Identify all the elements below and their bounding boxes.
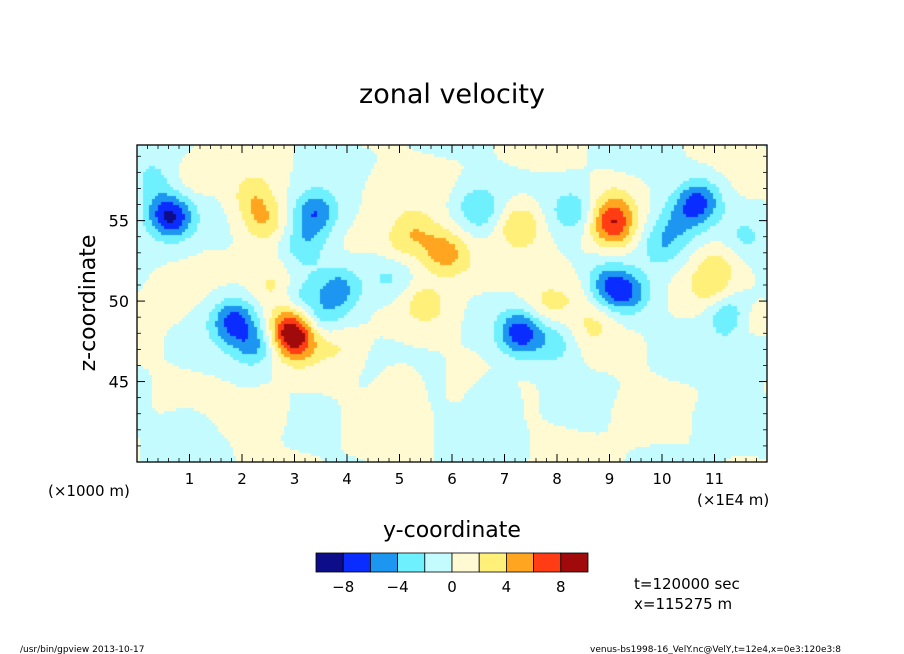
colorbar-tick-label: −8 [332, 578, 354, 596]
x-tick-label: 7 [500, 470, 510, 488]
x-tick-label: 5 [395, 470, 405, 488]
x-tick-label: 8 [552, 470, 562, 488]
position-annotation: x=115275 m [634, 595, 732, 613]
footer-right: venus-bs1998-16_VelY.nc@VelY,t=12e4,x=0e… [590, 645, 841, 654]
colorbar-swatch [342, 552, 371, 573]
colorbar-tick-label: 8 [556, 578, 566, 596]
colorbar-swatch [397, 552, 426, 573]
time-annotation: t=120000 sec [634, 575, 740, 593]
colorbar-swatch [478, 552, 507, 573]
colorbar: −8 −4 0 4 8 [315, 552, 589, 596]
colorbar-swatch [315, 552, 344, 573]
heatmap-field [137, 145, 767, 462]
y-tick-label: 45 [109, 373, 129, 392]
colorbar-tick-label: −4 [387, 578, 409, 596]
x-tick-label: 6 [447, 470, 457, 488]
heatmap-image [137, 145, 767, 462]
footer-left: /usr/bin/gpview 2013-10-17 [20, 645, 144, 654]
x-tick-label: 3 [290, 470, 300, 488]
colorbar-tick-label: 0 [447, 578, 457, 596]
colorbar-swatch [369, 552, 398, 573]
colorbar-tick-label: 4 [502, 578, 512, 596]
y-axis-label: z-coordinate [76, 235, 101, 372]
x-axis-label: y-coordinate [383, 518, 521, 543]
x-tick-label: 4 [342, 470, 352, 488]
y-axis-ticks: 45 50 55 [109, 155, 767, 447]
x-tick-label: 1 [185, 470, 195, 488]
x-tick-label: 9 [605, 470, 615, 488]
x-tick-label: 2 [237, 470, 247, 488]
colorbar-swatch [560, 552, 589, 573]
x-unit-right: (×1E4 m) [697, 491, 769, 509]
x-tick-label: 11 [705, 470, 724, 488]
y-tick-label: 55 [109, 212, 129, 231]
x-unit-left: (×1000 m) [48, 482, 130, 500]
colorbar-swatch [424, 552, 453, 573]
x-axis-ticks: 1 2 3 4 5 6 7 8 9 10 11 [147, 145, 757, 488]
colorbar-swatch [533, 552, 562, 573]
x-tick-label: 10 [652, 470, 671, 488]
chart-title: zonal velocity [359, 79, 545, 110]
y-tick-label: 50 [109, 292, 129, 311]
colorbar-swatch [451, 552, 480, 573]
colorbar-swatch [505, 552, 534, 573]
